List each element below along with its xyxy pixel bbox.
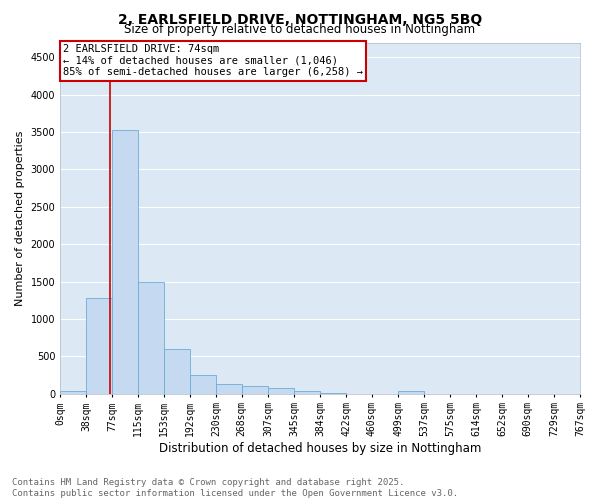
Bar: [216, 384, 242, 394]
X-axis label: Distribution of detached houses by size in Nottingham: Distribution of detached houses by size …: [159, 442, 481, 455]
Text: 2 EARLSFIELD DRIVE: 74sqm
← 14% of detached houses are smaller (1,046)
85% of se: 2 EARLSFIELD DRIVE: 74sqm ← 14% of detac…: [63, 44, 363, 78]
Y-axis label: Number of detached properties: Number of detached properties: [15, 130, 25, 306]
Bar: [86, 298, 112, 394]
Text: Contains HM Land Registry data © Crown copyright and database right 2025.
Contai: Contains HM Land Registry data © Crown c…: [12, 478, 458, 498]
Bar: [112, 130, 138, 394]
Bar: [164, 348, 190, 394]
Text: Size of property relative to detached houses in Nottingham: Size of property relative to detached ho…: [124, 22, 476, 36]
Bar: [398, 390, 424, 394]
Text: 2, EARLSFIELD DRIVE, NOTTINGHAM, NG5 5BQ: 2, EARLSFIELD DRIVE, NOTTINGHAM, NG5 5BQ: [118, 12, 482, 26]
Bar: [60, 392, 86, 394]
Bar: [242, 386, 268, 394]
Bar: [268, 388, 294, 394]
Bar: [138, 282, 164, 394]
Bar: [294, 392, 320, 394]
Bar: [190, 375, 216, 394]
